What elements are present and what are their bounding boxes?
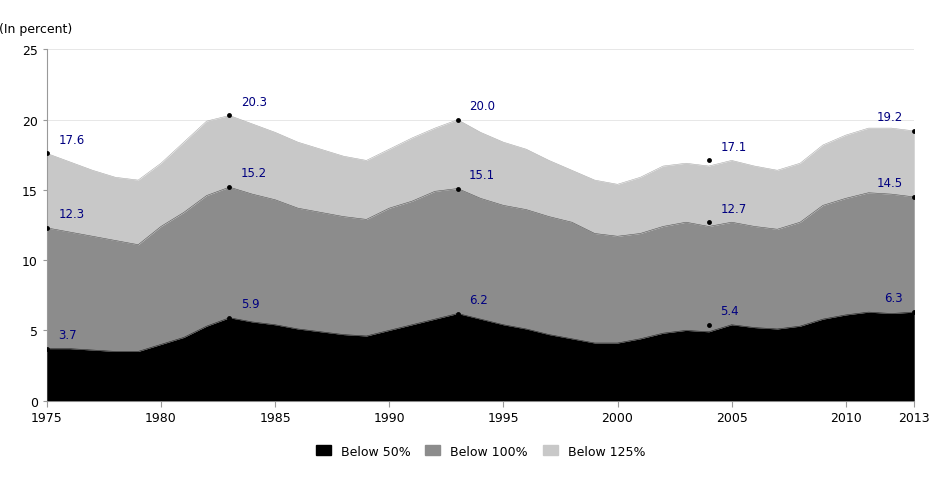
Legend: Below 50%, Below 100%, Below 125%: Below 50%, Below 100%, Below 125% xyxy=(315,445,645,457)
Text: 5.9: 5.9 xyxy=(241,298,259,311)
Text: (In percent): (In percent) xyxy=(0,24,72,37)
Text: 17.1: 17.1 xyxy=(720,140,746,153)
Text: 6.3: 6.3 xyxy=(884,292,902,305)
Text: 19.2: 19.2 xyxy=(876,111,902,124)
Text: 20.0: 20.0 xyxy=(469,100,494,113)
Text: 6.2: 6.2 xyxy=(469,293,488,306)
Text: 12.3: 12.3 xyxy=(58,208,84,220)
Text: 12.7: 12.7 xyxy=(720,202,746,215)
Text: 15.2: 15.2 xyxy=(241,167,267,180)
Text: 5.4: 5.4 xyxy=(720,305,739,318)
Text: 15.1: 15.1 xyxy=(469,168,495,181)
Text: 20.3: 20.3 xyxy=(241,96,267,109)
Text: 3.7: 3.7 xyxy=(58,328,77,341)
Text: 14.5: 14.5 xyxy=(876,177,902,190)
Text: 17.6: 17.6 xyxy=(58,133,84,146)
